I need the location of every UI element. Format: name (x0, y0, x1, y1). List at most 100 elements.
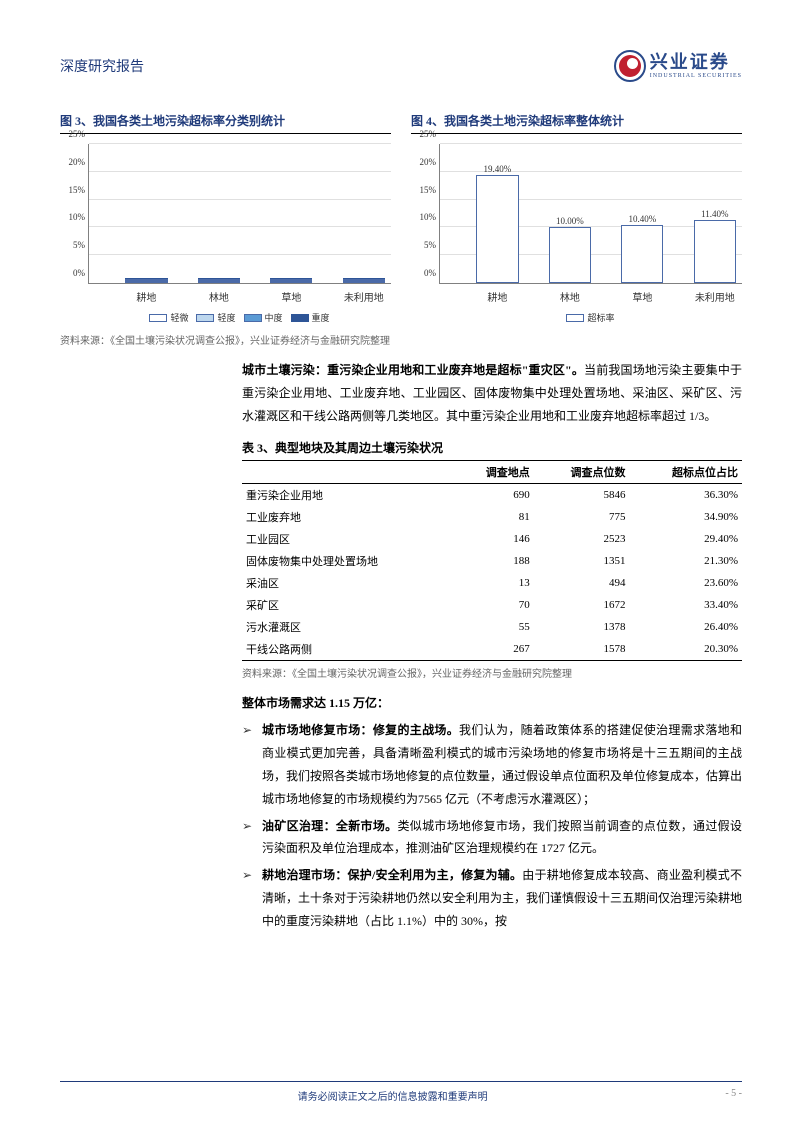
logo-text-cn: 兴业证券 (650, 53, 742, 73)
table-cell: 20.30% (630, 638, 742, 661)
bar: 10.40% (621, 225, 663, 283)
bar-group (343, 279, 385, 283)
table-header: 超标点位占比 (630, 461, 742, 484)
table-cell: 690 (455, 484, 534, 507)
report-type: 深度研究报告 (60, 56, 144, 76)
list-item: 城市场地修复市场：修复的主战场。我们认为，随着政策体系的搭建促使治理需求落地和商… (242, 719, 742, 810)
table-cell: 5846 (534, 484, 630, 507)
table-cell: 13 (455, 572, 534, 594)
table-row: 干线公路两侧267157820.30% (242, 638, 742, 661)
table-cell: 494 (534, 572, 630, 594)
table-row: 采矿区70167233.40% (242, 594, 742, 616)
chart-4: 图 4、我国各类土地污染超标率整体统计 0%5%10%15%20%25%19.4… (411, 112, 742, 324)
table-cell: 26.40% (630, 616, 742, 638)
table-row: 污水灌溉区55137826.40% (242, 616, 742, 638)
table-cell: 采油区 (242, 572, 455, 594)
table-cell: 146 (455, 528, 534, 550)
table-cell: 污水灌溉区 (242, 616, 455, 638)
bar: 11.40% (694, 220, 736, 283)
page-footer: 请务必阅读正文之后的信息披露和重要声明 - 5 - (60, 1081, 742, 1103)
page-number: - 5 - (725, 1088, 742, 1103)
x-label: 耕地 (136, 289, 156, 304)
table-cell: 267 (455, 638, 534, 661)
bar-group (198, 279, 240, 283)
market-heading: 整体市场需求达 1.15 万亿： (242, 694, 742, 711)
chart-4-title: 图 4、我国各类土地污染超标率整体统计 (411, 112, 742, 129)
y-tick: 5% (424, 240, 436, 250)
list-item: 耕地治理市场：保护/安全利用为主，修复为辅。由于耕地修复成本较高、商业盈利模式不… (242, 864, 742, 932)
x-label: 林地 (209, 289, 229, 304)
table-cell: 34.90% (630, 506, 742, 528)
bar: 19.40% (476, 175, 518, 283)
x-label: 林地 (560, 289, 580, 304)
chart-3-title: 图 3、我国各类土地污染超标率分类别统计 (60, 112, 391, 129)
charts-row: 图 3、我国各类土地污染超标率分类别统计 0% 5% 10% 15% 20% 25% 耕地 林… (60, 112, 742, 324)
table-cell: 1672 (534, 594, 630, 616)
charts-source: 资料来源：《全国土壤污染状况调查公报》，兴业证券经济与金融研究院整理 (60, 332, 742, 347)
table-cell: 重污染企业用地 (242, 484, 455, 507)
para1-lead: 城市土壤污染：重污染企业用地和工业废弃地是超标"重灾区"。 (242, 363, 584, 377)
page-header: 深度研究报告 兴业证券 INDUSTRIAL SECURITIES (60, 50, 742, 82)
legend-item: 超标率 (566, 311, 614, 324)
table-cell: 干线公路两侧 (242, 638, 455, 661)
table-cell: 工业废弃地 (242, 506, 455, 528)
bar-value: 19.40% (483, 164, 511, 174)
table-cell: 775 (534, 506, 630, 528)
table-cell: 36.30% (630, 484, 742, 507)
bullet-lead: 耕地治理市场：保护/安全利用为主，修复为辅。 (262, 868, 522, 882)
bullet-lead: 油矿区治理：全新市场。 (262, 819, 397, 833)
bar-value: 11.40% (701, 209, 728, 219)
legend-item: 轻度 (196, 311, 235, 324)
table-header: 调查地点 (455, 461, 534, 484)
y-tick: 0% (73, 268, 85, 278)
x-label: 耕地 (487, 289, 507, 304)
x-label: 未利用地 (695, 289, 735, 304)
y-tick: 25% (420, 129, 437, 139)
table-row: 采油区1349423.60% (242, 572, 742, 594)
table-cell: 33.40% (630, 594, 742, 616)
x-label: 草地 (632, 289, 652, 304)
table-cell: 55 (455, 616, 534, 638)
bar-group (125, 279, 167, 283)
table-cell: 23.60% (630, 572, 742, 594)
table-cell: 工业园区 (242, 528, 455, 550)
legend-item: 中度 (244, 311, 283, 324)
legend-item: 重度 (291, 311, 330, 324)
y-tick: 15% (69, 185, 86, 195)
legend-item: 轻微 (149, 311, 188, 324)
bar-group (270, 279, 312, 283)
y-tick: 10% (69, 212, 86, 222)
logo-icon (614, 50, 646, 82)
table-cell: 29.40% (630, 528, 742, 550)
market-bullets: 城市场地修复市场：修复的主战场。我们认为，随着政策体系的搭建促使治理需求落地和商… (242, 719, 742, 932)
table-3-source: 资料来源：《全国土壤污染状况调查公报》，兴业证券经济与金融研究院整理 (242, 665, 742, 680)
logo-text-en: INDUSTRIAL SECURITIES (650, 73, 742, 80)
x-label: 草地 (281, 289, 301, 304)
y-tick: 20% (69, 157, 86, 167)
y-tick: 25% (69, 129, 86, 139)
table-cell: 188 (455, 550, 534, 572)
table-row: 重污染企业用地690584636.30% (242, 484, 742, 507)
table-3-title: 表 3、典型地块及其周边土壤污染状况 (242, 439, 742, 456)
table-3: 调查地点调查点位数超标点位占比 重污染企业用地690584636.30%工业废弃… (242, 460, 742, 661)
x-label: 未利用地 (344, 289, 384, 304)
table-cell: 21.30% (630, 550, 742, 572)
list-item: 油矿区治理：全新市场。类似城市场地修复市场，我们按照当前调查的点位数，通过假设污… (242, 815, 742, 861)
table-cell: 2523 (534, 528, 630, 550)
table-row: 工业园区146252329.40% (242, 528, 742, 550)
bar-value: 10.00% (556, 216, 584, 226)
footer-disclaimer: 请务必阅读正文之后的信息披露和重要声明 (60, 1088, 725, 1103)
table-cell: 固体废物集中处理处置场地 (242, 550, 455, 572)
y-tick: 10% (420, 212, 437, 222)
table-cell: 1378 (534, 616, 630, 638)
table-header (242, 461, 455, 484)
y-tick: 0% (424, 268, 436, 278)
paragraph-urban-pollution: 城市土壤污染：重污染企业用地和工业废弃地是超标"重灾区"。当前我国场地污染主要集… (242, 359, 742, 427)
table-cell: 1351 (534, 550, 630, 572)
company-logo: 兴业证券 INDUSTRIAL SECURITIES (614, 50, 742, 82)
y-tick: 5% (73, 240, 85, 250)
table-row: 工业废弃地8177534.90% (242, 506, 742, 528)
table-cell: 81 (455, 506, 534, 528)
table-cell: 1578 (534, 638, 630, 661)
bar-value: 10.40% (628, 214, 656, 224)
